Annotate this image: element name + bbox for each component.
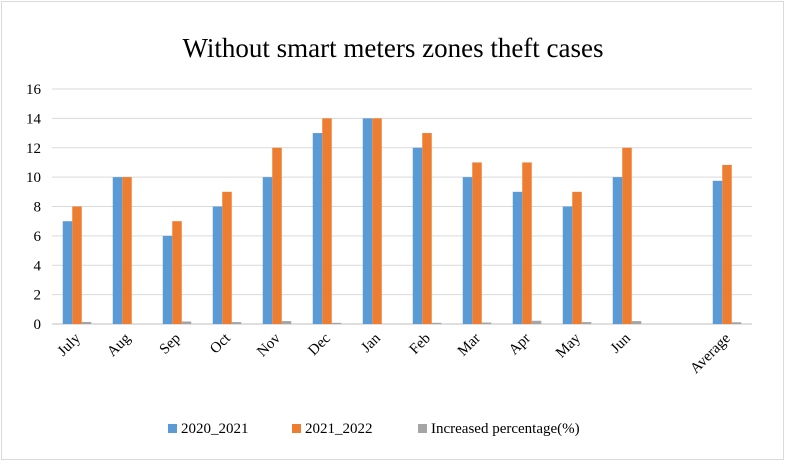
gridlines xyxy=(52,88,752,325)
x-tick-label: Aug xyxy=(104,330,134,360)
legend: 2020_2021 2021_2022 Increased percentage(%… xyxy=(168,421,580,437)
x-tick-label: Nov xyxy=(254,330,284,360)
bar xyxy=(622,147,632,324)
legend-swatch xyxy=(418,424,427,433)
x-tick-label: Feb xyxy=(407,331,434,358)
bar xyxy=(272,147,282,324)
bar xyxy=(162,235,173,325)
bar xyxy=(262,177,273,325)
bar xyxy=(462,177,473,325)
bar xyxy=(362,118,373,325)
bar xyxy=(731,322,742,324)
bar xyxy=(172,221,182,324)
x-tick-label: Average xyxy=(687,330,734,377)
x-tick-label: Jun xyxy=(608,330,634,356)
bar xyxy=(181,321,192,324)
bar xyxy=(322,118,332,325)
bar xyxy=(422,133,432,324)
y-tick-label: 14 xyxy=(26,111,42,127)
legend-label: Increased percentage(%) xyxy=(431,421,580,437)
bar xyxy=(372,118,382,325)
y-tick-label: 16 xyxy=(26,82,42,98)
bar xyxy=(722,164,732,324)
bar xyxy=(231,322,242,324)
bar xyxy=(222,191,232,324)
x-tick-label: Apr xyxy=(506,331,534,359)
chart-title: Without smart meters zones theft cases xyxy=(182,33,603,63)
bar xyxy=(62,221,73,324)
bar xyxy=(112,177,123,325)
x-tick-label: Oct xyxy=(207,330,234,357)
bar xyxy=(531,320,542,324)
y-tick-label: 6 xyxy=(34,229,42,245)
y-tick-label: 12 xyxy=(26,141,41,157)
x-tick-label: July xyxy=(55,330,84,359)
bar xyxy=(581,322,592,324)
y-tick-label: 8 xyxy=(34,200,42,216)
bar xyxy=(81,321,92,324)
y-axis-ticks: 0 2 4 6 8 10 12 14 16 xyxy=(26,82,42,333)
legend-label: 2021_2022 xyxy=(305,421,373,437)
y-tick-label: 10 xyxy=(26,170,41,186)
bar xyxy=(612,177,623,325)
bar xyxy=(72,206,82,324)
bar xyxy=(481,322,492,324)
bar xyxy=(631,321,642,324)
legend-swatch xyxy=(292,424,301,433)
y-tick-label: 0 xyxy=(34,317,42,333)
x-tick-label: Sep xyxy=(157,331,184,358)
bar xyxy=(431,322,442,324)
bar xyxy=(281,321,292,324)
bar xyxy=(472,162,482,324)
bar xyxy=(331,322,342,324)
y-tick-label: 4 xyxy=(34,258,42,274)
y-tick-label: 2 xyxy=(34,288,42,304)
x-tick-label: Jan xyxy=(358,330,384,356)
bar xyxy=(312,133,323,324)
bar xyxy=(512,191,523,324)
bar xyxy=(412,147,423,324)
x-tick-label: Mar xyxy=(455,331,484,360)
bar xyxy=(572,191,582,324)
bar xyxy=(712,180,723,324)
x-tick-label: Dec xyxy=(305,330,334,359)
bar xyxy=(122,177,132,325)
bar xyxy=(522,162,532,324)
x-tick-label: May xyxy=(553,330,584,361)
bar xyxy=(212,206,223,324)
legend-swatch xyxy=(168,424,177,433)
bar xyxy=(562,206,573,324)
legend-label: 2020_2021 xyxy=(181,421,249,437)
x-axis-ticks: July Aug Sep Oct Nov Dec Jan Feb Mar Apr May Jun Ave… xyxy=(55,330,734,377)
bars xyxy=(62,118,742,325)
